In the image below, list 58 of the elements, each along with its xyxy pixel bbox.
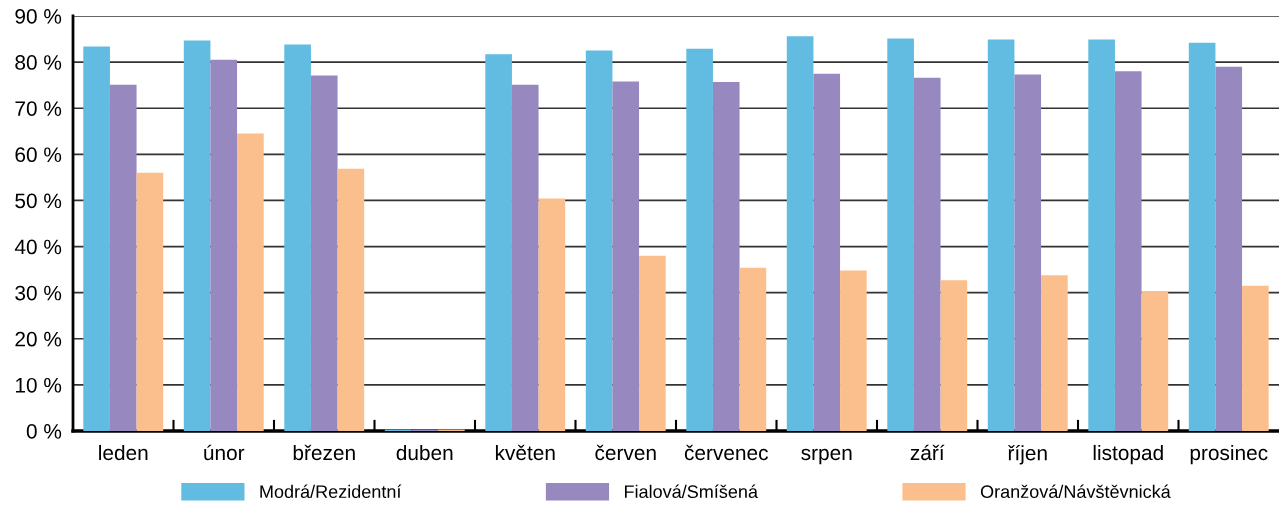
bar [284, 44, 311, 431]
y-tick-label: 90 % [15, 9, 62, 24]
bar [1114, 71, 1142, 431]
bar [1215, 66, 1243, 431]
bar [136, 172, 164, 431]
y-tick-label: 30 % [15, 285, 62, 301]
legend-label: Modrá/Rezidentní [260, 484, 402, 499]
y-tick-label: 80 % [15, 55, 62, 70]
bar [237, 133, 264, 431]
bar [485, 54, 512, 431]
bar [511, 84, 539, 431]
x-tick-label: únor [204, 444, 245, 461]
y-tick-label: 70 % [15, 101, 62, 116]
x-tick-label: srpen [801, 448, 852, 465]
x-tick-label: duben [396, 444, 453, 461]
bar [109, 84, 137, 431]
x-tick-label: prosinec [1190, 444, 1268, 465]
y-tick-label: 60 % [15, 147, 62, 163]
bar [686, 48, 713, 431]
bar [840, 270, 867, 431]
bar [83, 46, 110, 431]
bar [913, 77, 941, 431]
bar [987, 39, 1015, 431]
x-tick-label: březen [293, 444, 355, 461]
x-tick-label: září [910, 444, 945, 461]
legend-label: Fialová/Smíšená [624, 484, 758, 499]
bar [1141, 291, 1169, 431]
bar [612, 81, 640, 431]
bar [639, 255, 666, 431]
y-tick-label: 40 % [14, 239, 62, 255]
x-tick-label: červenec [684, 444, 768, 461]
bar [183, 40, 211, 431]
bar [1242, 285, 1269, 431]
x-tick-label: listopad [1093, 444, 1163, 465]
x-tick-label: leden [99, 444, 148, 461]
bar [940, 280, 968, 431]
bar [739, 267, 767, 431]
y-tick-label: 10 % [15, 377, 62, 393]
y-tick-label: 50 % [15, 193, 62, 209]
bar [786, 36, 814, 431]
x-tick-label: červen [595, 444, 656, 461]
y-tick-label: 20 % [15, 331, 62, 347]
bar [538, 198, 566, 431]
bar [1014, 74, 1042, 431]
bar [210, 59, 238, 431]
bar [1041, 275, 1068, 431]
x-tick-label: květen [495, 444, 555, 461]
bar [712, 81, 740, 431]
legend-label: Oranžová/Návštěvnická [980, 484, 1171, 499]
y-tick-label: 0 % [26, 424, 62, 439]
x-tick-label: říjen [1008, 444, 1047, 465]
bar [813, 73, 841, 431]
bar [585, 50, 613, 431]
bar [1188, 42, 1216, 431]
bar [1088, 39, 1115, 431]
bar [310, 75, 338, 431]
bar [337, 168, 365, 431]
bar [887, 38, 914, 431]
